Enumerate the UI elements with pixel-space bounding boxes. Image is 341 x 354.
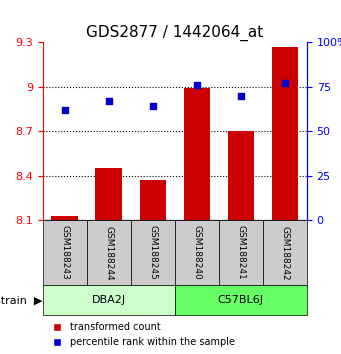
Text: GSM188243: GSM188243 bbox=[60, 225, 69, 280]
FancyBboxPatch shape bbox=[175, 220, 219, 285]
Point bbox=[106, 98, 112, 104]
Title: GDS2877 / 1442064_at: GDS2877 / 1442064_at bbox=[86, 25, 263, 41]
FancyBboxPatch shape bbox=[43, 220, 87, 285]
Text: GSM188245: GSM188245 bbox=[148, 225, 157, 280]
Point bbox=[282, 80, 287, 86]
Bar bbox=[95, 169, 122, 220]
FancyBboxPatch shape bbox=[219, 220, 263, 285]
Bar bbox=[183, 88, 210, 220]
Text: GSM188240: GSM188240 bbox=[192, 225, 201, 280]
Bar bbox=[139, 180, 166, 220]
Text: GSM188241: GSM188241 bbox=[236, 225, 245, 280]
Point bbox=[238, 93, 243, 99]
Legend: transformed count, percentile rank within the sample: transformed count, percentile rank withi… bbox=[46, 320, 237, 349]
FancyBboxPatch shape bbox=[263, 220, 307, 285]
Text: DBA2J: DBA2J bbox=[92, 295, 126, 305]
FancyBboxPatch shape bbox=[87, 220, 131, 285]
Bar bbox=[272, 47, 298, 220]
Text: GSM188244: GSM188244 bbox=[104, 225, 113, 280]
Text: strain  ▶: strain ▶ bbox=[0, 295, 43, 305]
FancyBboxPatch shape bbox=[131, 220, 175, 285]
Bar bbox=[228, 131, 254, 220]
Text: C57BL6J: C57BL6J bbox=[218, 295, 264, 305]
FancyBboxPatch shape bbox=[175, 285, 307, 315]
Point bbox=[62, 107, 68, 113]
Bar bbox=[51, 216, 78, 220]
Point bbox=[194, 82, 199, 88]
Point bbox=[150, 104, 155, 109]
Text: GSM188242: GSM188242 bbox=[280, 225, 290, 280]
FancyBboxPatch shape bbox=[43, 285, 175, 315]
